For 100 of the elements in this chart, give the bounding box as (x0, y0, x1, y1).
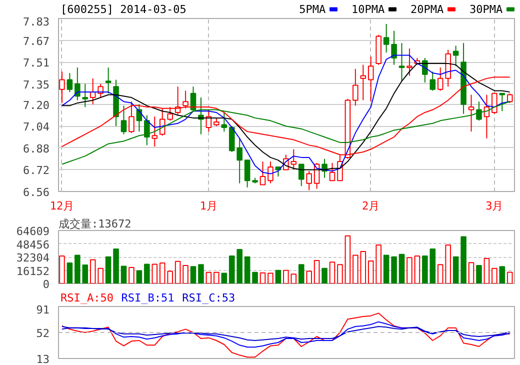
candlestick (452, 45, 459, 67)
bar (105, 256, 112, 284)
bar (414, 256, 420, 284)
bar (383, 254, 390, 284)
legend-label: 30PMA (470, 2, 503, 16)
bar (214, 272, 220, 284)
bar (144, 264, 150, 284)
bar (190, 266, 196, 284)
candlestick (82, 83, 88, 108)
bar (430, 248, 436, 284)
candlestick (260, 161, 266, 186)
bar (322, 268, 328, 284)
x-tick-label: 3月 (486, 200, 504, 212)
bar (398, 254, 405, 284)
bar (506, 272, 513, 284)
y-tick-label: 16152 (16, 264, 50, 278)
bar (152, 264, 158, 284)
line-series (61, 312, 510, 358)
legend-label: 20PMA (410, 2, 444, 16)
y-tick-label: 7.20 (23, 98, 50, 112)
candlestick (74, 67, 80, 101)
candlestick (221, 112, 228, 132)
line-series (61, 321, 510, 348)
x-tick-label: 12月 (50, 200, 74, 212)
bar (476, 264, 482, 284)
y-tick-label: 6.56 (23, 186, 50, 199)
bar (468, 262, 474, 284)
candlestick (144, 114, 150, 146)
candlestick (430, 71, 436, 92)
bar (492, 268, 498, 284)
candlestick (105, 67, 112, 94)
bar (298, 264, 304, 284)
bar (452, 256, 459, 284)
bar (113, 248, 119, 284)
y-tick-label: 6.88 (23, 142, 50, 156)
bar (406, 257, 412, 284)
bar (275, 270, 282, 284)
bar (391, 256, 397, 284)
bar (252, 272, 258, 284)
bar (337, 264, 343, 284)
candlestick (268, 161, 274, 184)
x-tick-label: 1月 (200, 200, 218, 212)
text: RSI_B:51 (121, 292, 174, 305)
bar (484, 258, 490, 284)
candlestick (437, 67, 444, 92)
candlestick (120, 105, 127, 135)
x-tick-label: 2月 (362, 200, 380, 212)
legend-label: 10PMA (352, 2, 385, 16)
y-tick-label: 13 (36, 353, 50, 365)
y-tick-label: 48456 (16, 238, 50, 252)
candlestick (159, 108, 166, 136)
bar (221, 272, 228, 284)
bar (306, 270, 312, 284)
y-tick-label: 6.72 (23, 164, 50, 178)
y-tick-label: 7.83 (23, 16, 50, 28)
chart-title: [600255] 2014-03-05 (60, 2, 186, 16)
candlestick (152, 116, 158, 148)
y-tick-label: 32304 (16, 252, 50, 264)
candlestick (128, 101, 134, 134)
candlestick (492, 92, 498, 114)
candlestick (182, 90, 188, 109)
candlestick (59, 71, 65, 104)
candlestick (406, 48, 412, 76)
bar (66, 262, 73, 284)
bar (314, 260, 320, 284)
bar (499, 266, 506, 284)
bar (128, 267, 134, 284)
candlestick (306, 170, 312, 191)
candlestick (298, 164, 304, 187)
bar (268, 272, 274, 284)
candlestick (391, 30, 397, 66)
candlestick (368, 56, 374, 102)
y-tick-label: 7.04 (23, 120, 50, 134)
candlestick (360, 64, 366, 101)
y-tick-label: 52 (36, 327, 50, 340)
candlestick (244, 160, 250, 188)
bar (120, 266, 127, 284)
candlestick (398, 42, 405, 82)
y-tick-label: 7.51 (23, 56, 50, 70)
bar (206, 272, 212, 284)
legend-label: 5PMA (299, 2, 326, 16)
chart-title: 成交量:13672 (58, 218, 132, 230)
bar (460, 236, 466, 284)
bar (174, 260, 181, 284)
text: RSI_C:53 (182, 292, 236, 305)
candlestick (383, 23, 390, 54)
candlestick (352, 68, 358, 106)
y-tick-label: 0 (42, 278, 50, 291)
bar (344, 235, 351, 284)
y-tick-label: 7.35 (23, 78, 50, 92)
bar (136, 270, 142, 284)
candlestick (329, 162, 336, 182)
candlestick (167, 106, 173, 122)
bar (260, 272, 266, 284)
series-label: RSI_A:50 (60, 292, 114, 305)
bar (422, 256, 428, 284)
bar (59, 256, 65, 284)
bar (329, 262, 336, 284)
y-tick-label: 7.67 (23, 34, 50, 48)
candlestick (66, 72, 73, 93)
